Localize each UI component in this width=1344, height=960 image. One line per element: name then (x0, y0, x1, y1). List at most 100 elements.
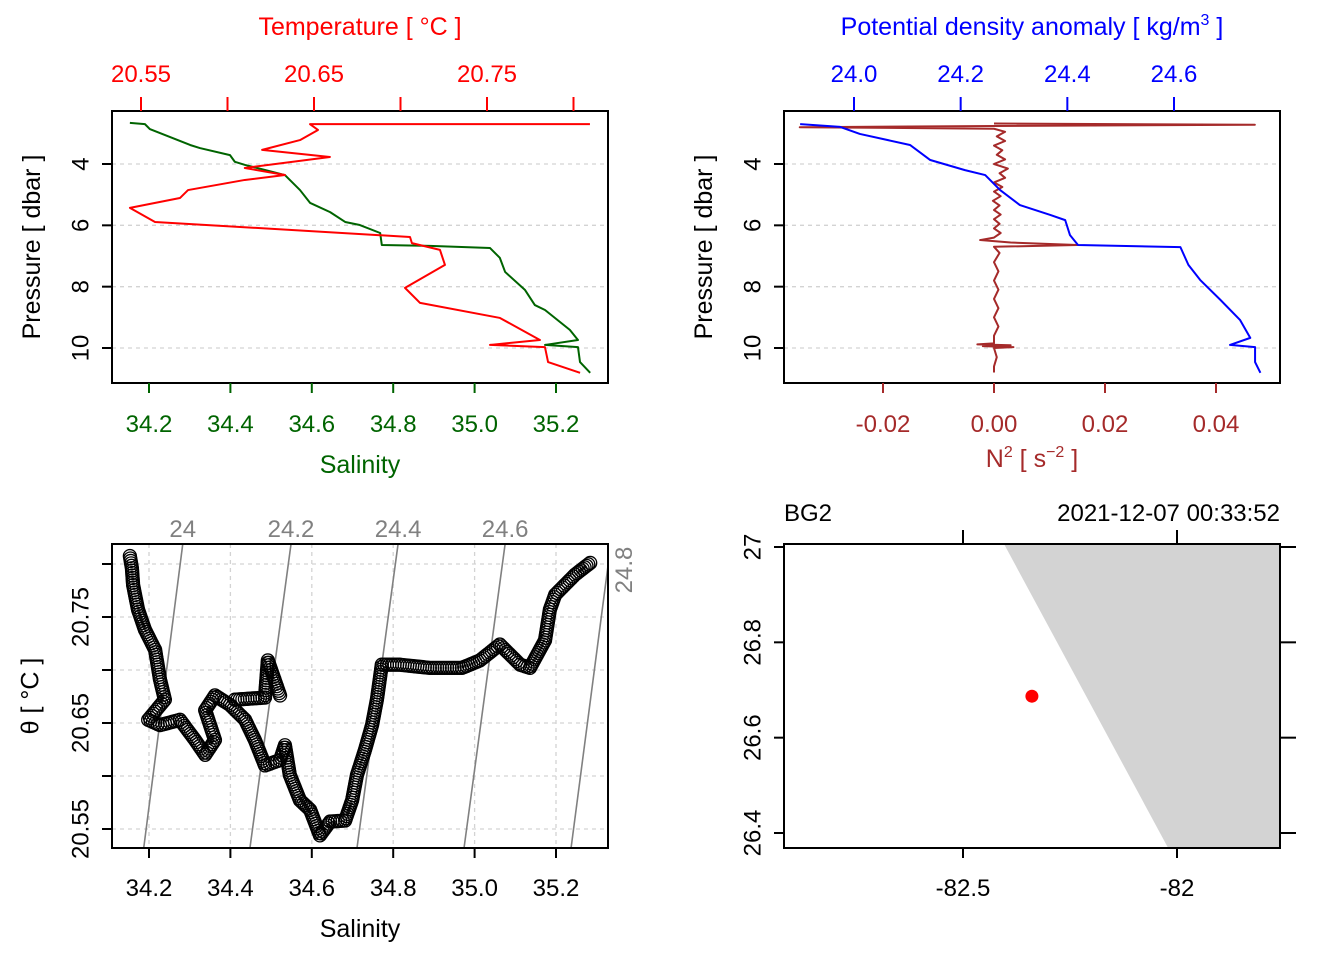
land-area (1004, 544, 1281, 848)
y-tick-label: 8 (67, 280, 94, 293)
y-tick-label: 20.55 (67, 799, 94, 859)
density-line (800, 123, 1262, 374)
y-axis-label: Pressure [ dbar ] (18, 155, 46, 340)
temperature-tick-label: 20.75 (457, 61, 517, 88)
plot-frame (111, 110, 609, 384)
y-tick-label: 20.65 (67, 693, 94, 753)
ts-point (492, 637, 507, 652)
label-superscript: 2 (1004, 444, 1013, 461)
plot-frame (783, 110, 1281, 384)
y-tick-label: 4 (67, 157, 94, 170)
ts-point (583, 555, 598, 571)
x-tick-label: 34.6 (288, 875, 335, 902)
n2-axis-label: N2 [ s−2 ] (986, 444, 1078, 473)
salinity-tick-label: 34.4 (207, 411, 254, 438)
temperature-tick-label: 20.55 (111, 61, 171, 88)
station-time: 2021-12-07 00:33:52 (1057, 500, 1280, 527)
isopycnal-label: 24.4 (375, 516, 422, 543)
n2-line (798, 122, 1256, 373)
isopycnal-label: 24 (169, 516, 196, 543)
x-tick-label: 35.2 (533, 875, 580, 902)
lon-tick-label: -82 (1160, 875, 1195, 902)
temperature-tick-label: 20.65 (284, 61, 344, 88)
y-tick-label: 8 (739, 280, 766, 293)
ts-point (204, 737, 220, 752)
ts-point (551, 583, 566, 599)
label-superscript: 3 (1201, 12, 1210, 29)
n2-tick-label: -0.02 (856, 411, 911, 438)
n2-tick-label: 0.04 (1193, 411, 1240, 438)
density-tick-label: 24.2 (937, 61, 984, 88)
label-part: Potential density anomaly [ kg/m (841, 13, 1201, 41)
isopycnal-label: 24.6 (482, 516, 529, 543)
lon-tick-label: -82.5 (936, 875, 991, 902)
isopycnal-label: 24.8 (611, 547, 638, 594)
ts-points (122, 548, 598, 843)
y-tick-label: 20.75 (67, 587, 94, 647)
ts-point (560, 574, 576, 590)
x-tick-label: 34.4 (207, 875, 254, 902)
y-tick-label: 10 (67, 335, 94, 362)
y-tick-label: 4 (739, 157, 766, 170)
density-axis-label: Potential density anomaly [ kg/m3 ] (841, 12, 1224, 41)
isopycnal-label: 24.2 (268, 516, 315, 543)
label-superscript: −2 (1046, 444, 1064, 461)
x-tick-label: 34.2 (126, 875, 173, 902)
lat-tick-label: 26.6 (739, 714, 766, 761)
salinity-tick-label: 35.2 (533, 411, 580, 438)
y-tick-label: 10 (739, 335, 766, 362)
ts-point (553, 582, 568, 597)
salinity-tick-label: 34.2 (126, 411, 173, 438)
ts-point (579, 558, 594, 574)
ts-point (503, 648, 519, 663)
y-tick-label: 6 (67, 219, 94, 232)
lat-tick-label: 26.4 (739, 810, 766, 857)
x-tick-label: 35.0 (451, 875, 498, 902)
ts-point (496, 641, 511, 656)
ts-point (581, 557, 596, 572)
isopycnal-line (570, 564, 609, 849)
salinity-tick-label: 34.8 (370, 411, 417, 438)
ts-point (224, 699, 240, 714)
y-tick-label: 6 (739, 219, 766, 232)
salinity-axis-label: Salinity (320, 451, 401, 479)
ts-point (498, 642, 513, 658)
temperature-line (128, 123, 590, 374)
label-part: [ s (1013, 445, 1046, 473)
ts-point (557, 578, 572, 593)
y-axis-label: θ [ °C ] (17, 658, 45, 735)
station-marker (1025, 689, 1039, 703)
label-part: ] (1064, 445, 1078, 473)
salinity-tick-label: 34.6 (288, 411, 335, 438)
ts-point (500, 644, 515, 660)
x-axis-label: Salinity (320, 915, 401, 943)
lat-tick-label: 27 (739, 534, 766, 561)
y-axis-label: Pressure [ dbar ] (690, 155, 718, 340)
label-part: ] (1209, 13, 1223, 41)
temperature-axis-label: Temperature [ °C ] (258, 13, 461, 41)
map-frame (783, 543, 1281, 849)
ts-point (505, 650, 520, 665)
density-tick-label: 24.0 (831, 61, 878, 88)
ts-point (272, 688, 288, 703)
density-tick-label: 24.6 (1151, 61, 1198, 88)
ts-point (494, 639, 509, 654)
density-tick-label: 24.4 (1044, 61, 1091, 88)
ts-point (558, 576, 574, 591)
lat-tick-label: 26.8 (739, 619, 766, 666)
label-part: N (986, 445, 1004, 473)
plot-frame (111, 543, 609, 849)
ts-point (206, 734, 221, 750)
salinity-tick-label: 35.0 (451, 411, 498, 438)
isopycnal-line (463, 543, 506, 849)
ts-point (501, 646, 517, 661)
station-name: BG2 (784, 500, 832, 527)
ts-point (548, 587, 563, 602)
ts-point (549, 585, 565, 601)
n2-tick-label: 0.02 (1082, 411, 1129, 438)
salinity-line (129, 121, 591, 374)
x-tick-label: 34.8 (370, 875, 417, 902)
n2-tick-label: 0.00 (971, 411, 1018, 438)
ts-point (555, 580, 570, 595)
